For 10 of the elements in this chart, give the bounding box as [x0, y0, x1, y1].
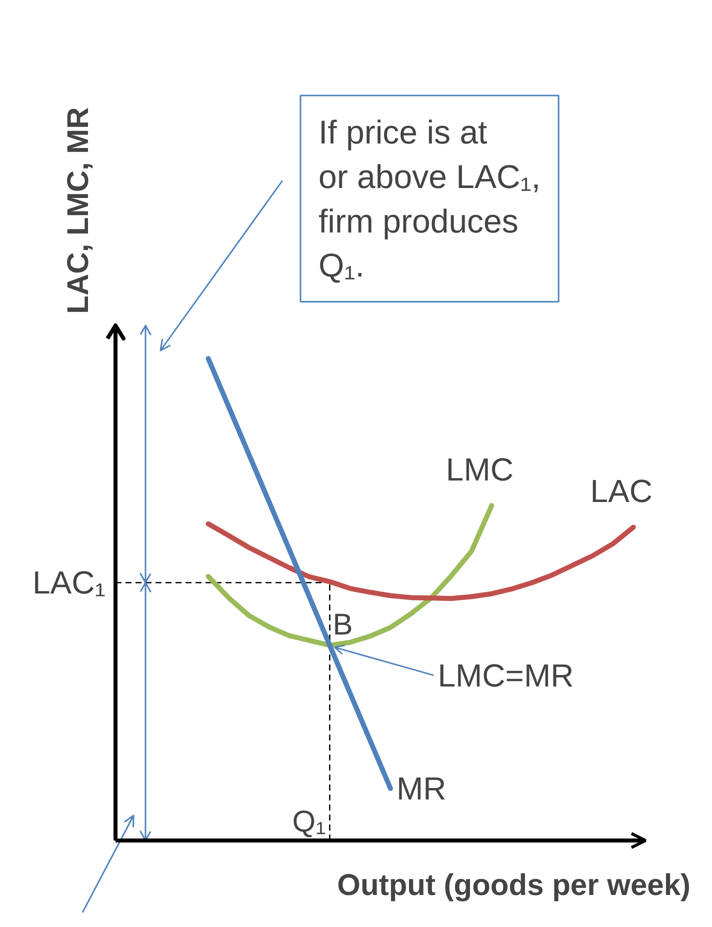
y-axis-title: LAC, LMC, MR	[62, 106, 95, 314]
annotation: LMC=MR	[438, 657, 574, 694]
text: Q₁	[292, 806, 326, 838]
ref-line-label: LAC₁	[32, 564, 106, 601]
series-label: LAC	[590, 473, 653, 510]
series-label: LMC	[446, 452, 514, 488]
x-axis-title: Output (goods per week)	[337, 869, 691, 902]
series-label: MR	[396, 770, 446, 806]
text: If price is at or above LAC₁, firm produces Q₁.	[318, 114, 541, 284]
annotation: B	[332, 608, 353, 642]
